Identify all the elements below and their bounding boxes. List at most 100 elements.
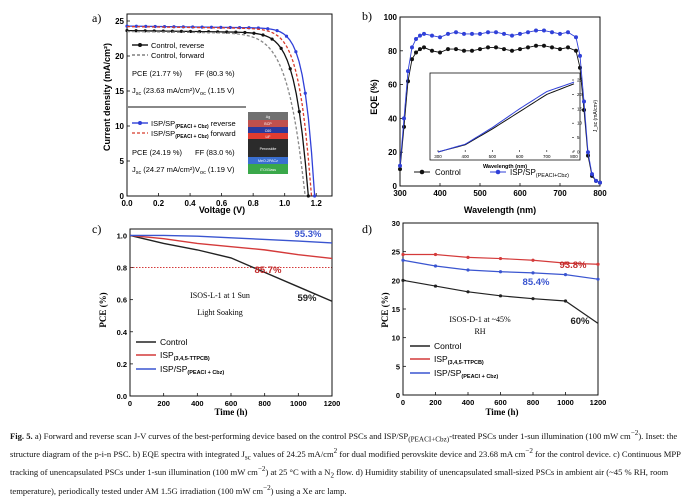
jv-point-isp-reverse bbox=[219, 25, 223, 29]
panel-c-mpp-chart: c) PCE (%) Time (h) 0 200 400 600 800 1000 120… bbox=[92, 222, 340, 417]
x-tick-label: 1200 bbox=[590, 398, 607, 407]
panel-c-ylabel: PCE (%) bbox=[98, 292, 108, 327]
caption-text-6: for the control device. c) Continuous MP… bbox=[10, 449, 681, 478]
panel-b-inset-ylabel: J_sc (mA/cm²) bbox=[593, 100, 599, 133]
x-tick-label: 600 bbox=[494, 398, 507, 407]
eqe-point-control bbox=[486, 45, 490, 50]
legend-b-control: Control bbox=[435, 168, 461, 177]
caption-text-4: values of 24.25 mA/cm bbox=[250, 449, 334, 460]
caption-sup-5: −2 bbox=[263, 483, 271, 492]
caption-text-8: flow. d) Humidity stability of unencapsu… bbox=[10, 467, 669, 496]
isp-ff: FF (83.0 %) bbox=[195, 148, 235, 157]
inset-x-tick-label: 800 bbox=[570, 154, 578, 159]
x-tick-label: 800 bbox=[527, 398, 540, 407]
layer-lif bbox=[248, 133, 288, 139]
panel-d-label: d) bbox=[362, 222, 372, 236]
jv-point-control-reverse bbox=[261, 33, 265, 37]
panel-c-condition-1: ISOS-L-1 at 1 Sun bbox=[190, 291, 250, 300]
eqe-point-isp bbox=[558, 31, 562, 36]
caption-sup-2: 2 bbox=[333, 447, 338, 456]
layer-ag bbox=[248, 112, 288, 120]
control-pce: PCE (21.77 %) bbox=[132, 69, 183, 78]
panel-d-humidity-chart: d) PCE (%) Time (h) 0 200 400 600 800 1000 120… bbox=[362, 219, 607, 417]
caption-text-3: ). Inset: the structure diagram of the p… bbox=[10, 430, 678, 460]
jv-point-control-reverse bbox=[134, 29, 138, 33]
mpp-line-isp bbox=[130, 234, 333, 244]
panel-c-condition-2: Light Soaking bbox=[197, 308, 243, 317]
x-tick-label: 200 bbox=[157, 399, 170, 408]
panel-c-xlabel: Time (h) bbox=[214, 407, 247, 417]
humidity-point-isp bbox=[433, 264, 438, 268]
x-tick-label: 0.6 bbox=[216, 199, 228, 208]
humidity-point-tpcb bbox=[433, 252, 438, 257]
eqe-point-isp bbox=[486, 30, 490, 35]
eqe-point-control bbox=[414, 50, 418, 55]
y-tick-label: 20 bbox=[388, 148, 397, 157]
panel-b-label: b) bbox=[362, 9, 372, 23]
y-tick-label: 80 bbox=[388, 47, 397, 56]
eqe-point-control bbox=[418, 47, 422, 52]
humidity-point-tpcb bbox=[466, 255, 470, 259]
y-tick-label: 0 bbox=[396, 391, 400, 400]
layer-c60-label: C60 bbox=[265, 129, 272, 133]
eqe-point-control bbox=[494, 45, 498, 50]
y-tick-label: 25 bbox=[115, 17, 124, 26]
panel-d-isp-annotation: 85.4% bbox=[523, 277, 550, 288]
x-tick-label: 600 bbox=[225, 399, 238, 408]
panel-b-xlabel: Wavelength (nm) bbox=[464, 205, 536, 215]
x-tick-label: 800 bbox=[593, 189, 607, 198]
eqe-point-isp bbox=[438, 35, 442, 40]
caption-text-5: for dual modified perovskite device and … bbox=[337, 449, 526, 460]
caption-lead: Fig. 5. bbox=[10, 430, 33, 441]
inset-x-tick-label: 500 bbox=[489, 154, 497, 159]
panel-a-xlabel: Voltage (V) bbox=[199, 205, 245, 215]
panel-b-ylabel: EQE (%) bbox=[369, 79, 379, 115]
x-tick-label: 1000 bbox=[290, 399, 307, 408]
panel-c-frame bbox=[129, 228, 333, 397]
y-tick-label: 1.0 bbox=[117, 231, 127, 240]
inset-y-tick-label: 25 bbox=[577, 78, 583, 83]
humidity-point-tpcb bbox=[531, 258, 535, 262]
humidity-point-isp bbox=[401, 258, 405, 262]
legend-isp-forward: ISP/SP(PEACI + Cbz) forward bbox=[151, 129, 236, 140]
eqe-point-control bbox=[430, 48, 434, 53]
humidity-point-control bbox=[563, 299, 568, 303]
y-tick-label: 10 bbox=[392, 334, 400, 343]
inset-y-tick-label: 15 bbox=[577, 106, 583, 111]
eqe-point-isp bbox=[494, 30, 498, 35]
eqe-point-control bbox=[582, 107, 586, 112]
eqe-point-isp bbox=[582, 99, 586, 104]
figure-caption: Fig. 5. a) Forward and reverse scan J-V … bbox=[10, 428, 692, 497]
panel-b-inset-xlabel: Wavelength (nm) bbox=[483, 164, 527, 170]
eqe-point-isp bbox=[422, 31, 426, 36]
legend-isp-reverse: ISP/SP(PEACI + Cbz) reverse bbox=[151, 119, 236, 130]
eqe-point-isp bbox=[510, 33, 514, 38]
jv-point-isp-reverse bbox=[294, 50, 298, 54]
eqe-point-isp bbox=[518, 31, 522, 36]
eqe-point-isp bbox=[402, 116, 406, 121]
legend-d-control: Control bbox=[434, 341, 462, 351]
humidity-point-isp bbox=[498, 270, 503, 274]
legend-control-reverse: Control, reverse bbox=[151, 41, 204, 50]
y-tick-label: 10 bbox=[115, 122, 124, 131]
caption-sub-1: (PEACI+Cbz) bbox=[408, 435, 450, 444]
layer-bcp bbox=[248, 120, 288, 127]
x-tick-label: 600 bbox=[513, 189, 527, 198]
panel-b-eqe-chart: b) EQE (%) Wavelength (nm) 300 400 500 600 7… bbox=[362, 9, 607, 215]
layer-ag-label: Ag bbox=[266, 115, 270, 119]
inset-y-tick-label: 0 bbox=[577, 150, 580, 155]
humidity-point-tpcb bbox=[563, 261, 568, 265]
panel-c-tpcb-annotation: 85.7% bbox=[255, 265, 282, 276]
humidity-point-isp bbox=[563, 273, 568, 277]
eqe-point-control bbox=[518, 47, 522, 52]
y-tick-label: 60 bbox=[388, 81, 397, 90]
eqe-point-control bbox=[502, 47, 506, 52]
jv-point-control-reverse bbox=[288, 67, 292, 71]
eqe-point-control bbox=[410, 57, 414, 62]
eqe-point-control bbox=[462, 48, 466, 53]
y-tick-label: 20 bbox=[115, 52, 124, 61]
jv-point-isp-reverse bbox=[284, 34, 289, 38]
layer-meo2pacz bbox=[248, 157, 288, 164]
eqe-point-isp bbox=[406, 69, 410, 74]
eqe-point-control bbox=[566, 45, 570, 50]
